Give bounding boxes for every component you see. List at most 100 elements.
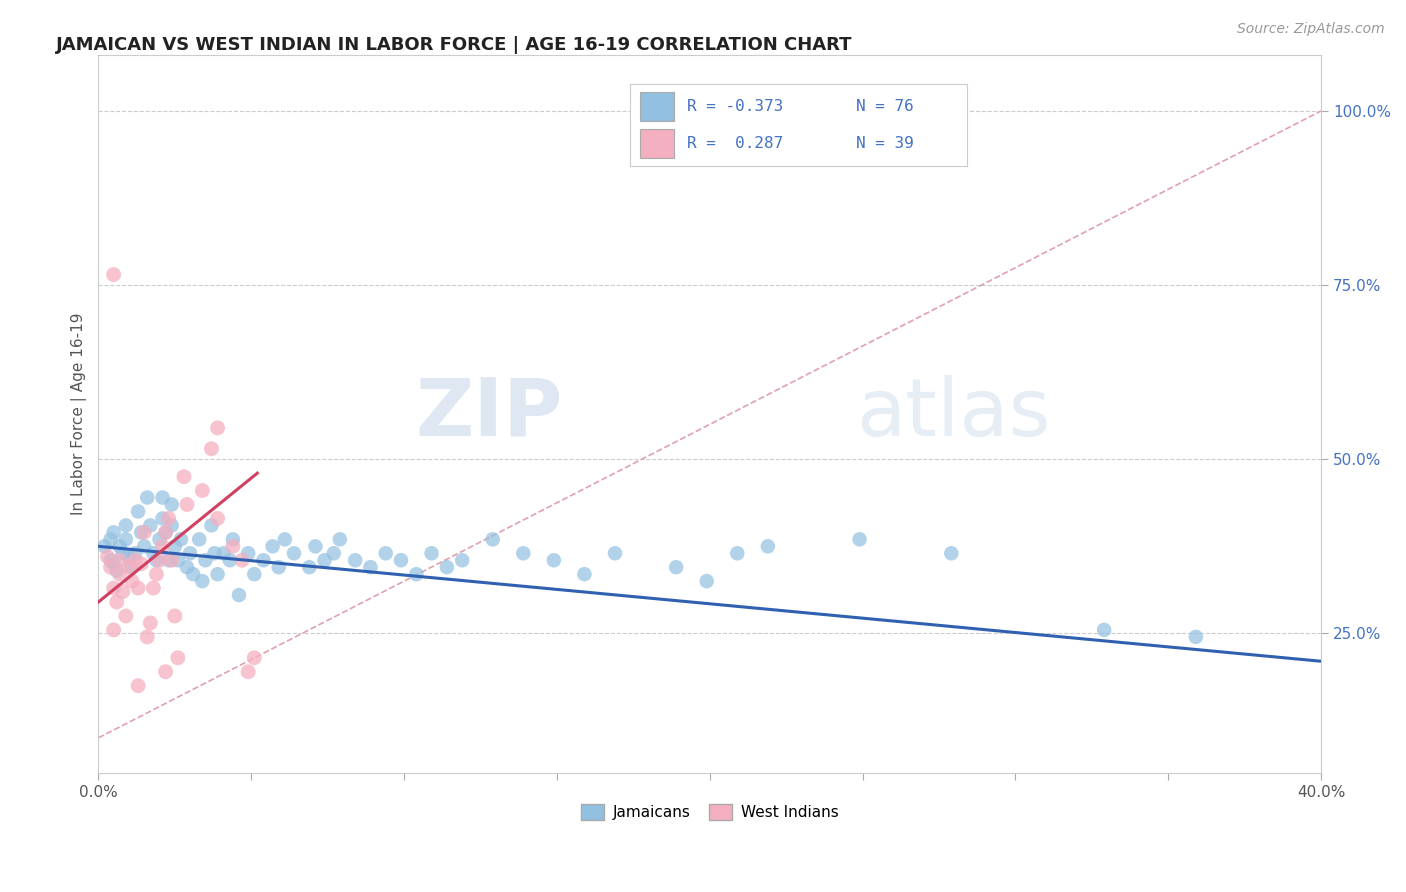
Point (152, 491, 174, 505)
Point (436, 560, 458, 574)
Point (191, 483, 214, 498)
Point (512, 546, 534, 560)
Point (115, 609, 138, 624)
Point (1185, 630, 1208, 644)
Point (218, 553, 240, 567)
Point (236, 665, 259, 679)
Point (96, 549, 118, 564)
Point (121, 574, 143, 589)
Point (322, 546, 344, 560)
Point (148, 553, 170, 567)
Point (696, 574, 718, 589)
Point (173, 469, 195, 483)
Point (543, 553, 565, 567)
Point (207, 421, 229, 435)
Point (108, 553, 131, 567)
Point (103, 581, 125, 595)
Point (118, 560, 141, 574)
Point (374, 546, 396, 560)
Point (243, 650, 266, 665)
Text: atlas: atlas (856, 375, 1050, 453)
Point (155, 525, 177, 540)
Point (329, 533, 352, 547)
Point (111, 584, 134, 599)
Point (481, 533, 503, 547)
Point (420, 546, 443, 560)
Point (194, 553, 217, 567)
Point (105, 564, 128, 578)
Point (725, 546, 748, 560)
Point (100, 533, 122, 547)
Point (243, 567, 266, 582)
Point (252, 553, 274, 567)
Point (405, 567, 427, 582)
Legend: Jamaicans, West Indians: Jamaicans, West Indians (575, 797, 845, 826)
Point (139, 615, 162, 630)
Point (145, 553, 167, 567)
Point (236, 546, 259, 560)
Point (139, 518, 162, 533)
Point (574, 567, 596, 582)
Point (231, 553, 253, 567)
Point (127, 581, 149, 595)
Point (267, 560, 290, 574)
Point (124, 553, 146, 567)
Point (103, 557, 125, 571)
Point (179, 546, 201, 560)
Text: JAMAICAN VS WEST INDIAN IN LABOR FORCE | AGE 16-19 CORRELATION CHART: JAMAICAN VS WEST INDIAN IN LABOR FORCE |… (56, 36, 853, 54)
Point (108, 567, 131, 582)
Point (200, 518, 222, 533)
Point (129, 557, 152, 571)
Point (127, 679, 149, 693)
Point (181, 567, 204, 582)
Point (166, 650, 188, 665)
Y-axis label: In Labor Force | Age 16-19: In Labor Force | Age 16-19 (72, 313, 87, 516)
Point (93, 539, 115, 553)
Point (160, 498, 183, 512)
Point (451, 553, 474, 567)
Point (200, 442, 222, 456)
Point (145, 567, 167, 582)
Point (152, 511, 174, 525)
Point (118, 549, 141, 564)
Point (155, 525, 177, 540)
Point (274, 533, 297, 547)
Text: ZIP: ZIP (416, 375, 562, 453)
Point (111, 546, 134, 560)
Point (163, 609, 186, 624)
Point (100, 553, 122, 567)
Point (100, 560, 122, 574)
Point (176, 498, 198, 512)
Point (160, 553, 183, 567)
Point (115, 518, 138, 533)
Point (148, 533, 170, 547)
Point (163, 539, 186, 553)
Point (142, 546, 165, 560)
Point (665, 560, 688, 574)
Point (207, 511, 229, 525)
Point (188, 533, 211, 547)
Point (136, 630, 159, 644)
Point (191, 574, 214, 589)
Point (124, 546, 146, 560)
Point (142, 581, 165, 595)
Point (108, 539, 131, 553)
Point (160, 518, 183, 533)
Point (304, 539, 326, 553)
Point (121, 560, 143, 574)
Point (103, 268, 125, 282)
Point (262, 539, 284, 553)
Point (298, 560, 321, 574)
Point (204, 546, 226, 560)
Point (1092, 623, 1115, 637)
Point (105, 595, 128, 609)
Point (152, 539, 174, 553)
Text: Source: ZipAtlas.com: Source: ZipAtlas.com (1237, 22, 1385, 37)
Point (170, 533, 193, 547)
Point (127, 504, 149, 518)
Point (157, 553, 180, 567)
Point (157, 511, 180, 525)
Point (344, 553, 367, 567)
Point (176, 560, 198, 574)
Point (756, 539, 779, 553)
